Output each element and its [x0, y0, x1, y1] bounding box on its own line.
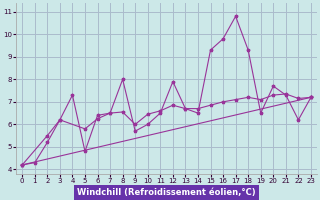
X-axis label: Windchill (Refroidissement éolien,°C): Windchill (Refroidissement éolien,°C) — [77, 188, 256, 197]
